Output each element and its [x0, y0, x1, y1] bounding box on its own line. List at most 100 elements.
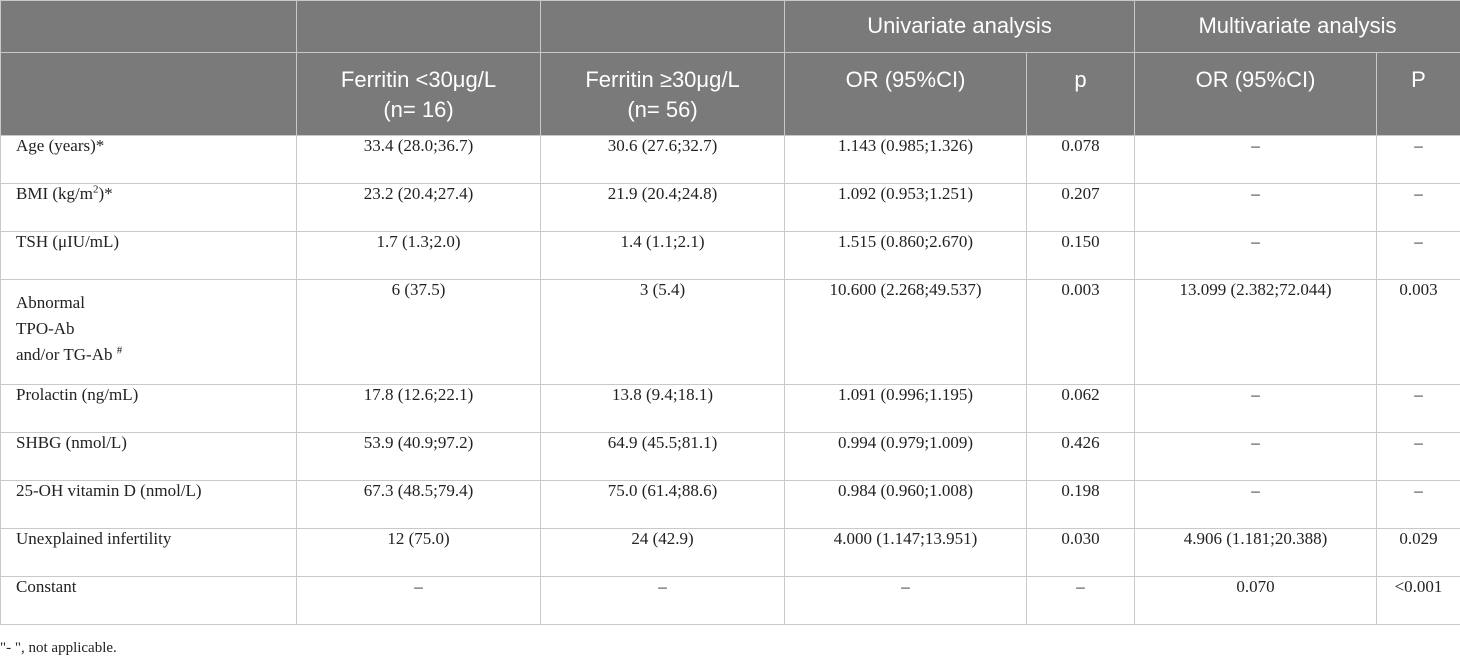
cell-multi-or: 0.070: [1134, 576, 1378, 625]
cell-ferritin-high: 13.8 (9.4;18.1): [540, 384, 785, 433]
row-label-text-end: )*: [98, 184, 113, 203]
cell-uni-or: 10.600 (2.268;49.537): [784, 279, 1027, 385]
cell-uni-or: 4.000 (1.147;13.951): [784, 528, 1027, 577]
row-label-text: BMI (kg/m: [16, 184, 93, 203]
cell-ferritin-high: 24 (42.9): [540, 528, 785, 577]
cell-ferritin-low: 17.8 (12.6;22.1): [296, 384, 541, 433]
cell-multi-or: –: [1134, 384, 1378, 433]
table-row: BMI (kg/m2)* 23.2 (20.4;27.4) 21.9 (20.4…: [0, 183, 1460, 232]
cell-multi-or: –: [1134, 183, 1378, 232]
row-label: BMI (kg/m2)*: [0, 183, 297, 232]
cell-uni-or: 0.994 (0.979;1.009): [784, 432, 1027, 481]
row-label: 25-OH vitamin D (nmol/L): [0, 480, 297, 529]
cell-ferritin-high: 21.9 (20.4;24.8): [540, 183, 785, 232]
table-row: Unexplained infertility 12 (75.0) 24 (42…: [0, 528, 1460, 577]
row-label: Abnormal TPO-Ab and/or TG-Ab #: [0, 279, 297, 385]
header-ferritin-high: Ferritin ≥30μg/L (n= 56): [540, 52, 785, 136]
header-empty-cell: [0, 0, 297, 53]
table-footnote: "- ", not applicable.: [0, 640, 117, 656]
table-row: Age (years)* 33.4 (28.0;36.7) 30.6 (27.6…: [0, 135, 1460, 184]
cell-uni-p: 0.198: [1025, 480, 1136, 529]
cell-uni-p: 0.150: [1025, 231, 1136, 280]
header-multi-or: OR (95%CI): [1134, 52, 1378, 136]
cell-ferritin-low: 23.2 (20.4;27.4): [296, 183, 541, 232]
cell-ferritin-low: 6 (37.5): [296, 279, 541, 385]
cell-ferritin-low: 53.9 (40.9;97.2): [296, 432, 541, 481]
cell-ferritin-high: 1.4 (1.1;2.1): [540, 231, 785, 280]
table-row: TSH (μIU/mL) 1.7 (1.3;2.0) 1.4 (1.1;2.1)…: [0, 231, 1460, 280]
row-label-line2: TPO-Ab: [16, 319, 75, 338]
cell-multi-p: <0.001: [1376, 576, 1460, 625]
cell-multi-or: –: [1134, 135, 1378, 184]
cell-multi-p: 0.029: [1376, 528, 1460, 577]
cell-multi-p: 0.003: [1376, 279, 1460, 385]
cell-multi-or: –: [1134, 231, 1378, 280]
header-univariate: Univariate analysis: [783, 0, 1136, 53]
table-row: Constant – – – – 0.070 <0.001: [0, 576, 1460, 625]
cell-ferritin-low: 67.3 (48.5;79.4): [296, 480, 541, 529]
cell-ferritin-high: 30.6 (27.6;32.7): [540, 135, 785, 184]
header-row-columns: Ferritin <30μg/L (n= 16) Ferritin ≥30μg/…: [0, 52, 1460, 136]
header-uni-or: OR (95%CI): [784, 52, 1027, 136]
header-ferritin-low-line1: Ferritin <30μg/L: [340, 67, 497, 92]
header-empty-cell: [540, 0, 785, 53]
cell-multi-p: –: [1376, 231, 1460, 280]
cell-multi-p: –: [1376, 480, 1460, 529]
table-row: SHBG (nmol/L) 53.9 (40.9;97.2) 64.9 (45.…: [0, 432, 1460, 481]
cell-multi-or: –: [1134, 480, 1378, 529]
cell-ferritin-high: –: [540, 576, 785, 625]
cell-ferritin-high: 64.9 (45.5;81.1): [540, 432, 785, 481]
cell-ferritin-low: 33.4 (28.0;36.7): [296, 135, 541, 184]
row-label: SHBG (nmol/L): [0, 432, 297, 481]
table-row: 25-OH vitamin D (nmol/L) 67.3 (48.5;79.4…: [0, 480, 1460, 529]
cell-uni-p: 0.207: [1025, 183, 1136, 232]
row-label: Unexplained infertility: [0, 528, 297, 577]
header-uni-p: p: [1025, 52, 1136, 136]
results-table: Univariate analysis Multivariate analysi…: [0, 0, 1460, 625]
header-row-groups: Univariate analysis Multivariate analysi…: [0, 0, 1460, 53]
cell-ferritin-low: 12 (75.0): [296, 528, 541, 577]
header-ferritin-high-line2: (n= 56): [627, 97, 698, 122]
table-row: Abnormal TPO-Ab and/or TG-Ab # 6 (37.5) …: [0, 279, 1460, 385]
cell-multi-p: –: [1376, 432, 1460, 481]
cell-uni-p: 0.426: [1025, 432, 1136, 481]
cell-uni-p: 0.062: [1025, 384, 1136, 433]
cell-uni-or: 1.091 (0.996;1.195): [784, 384, 1027, 433]
cell-multi-or: –: [1134, 432, 1378, 481]
cell-uni-p: 0.078: [1025, 135, 1136, 184]
cell-uni-or: 1.515 (0.860;2.670): [784, 231, 1027, 280]
header-ferritin-high-line1: Ferritin ≥30μg/L: [585, 67, 740, 92]
cell-multi-p: –: [1376, 384, 1460, 433]
cell-uni-or: –: [784, 576, 1027, 625]
row-label-superscript: 2: [92, 183, 99, 196]
header-empty-cell: [0, 52, 297, 136]
cell-multi-or: 4.906 (1.181;20.388): [1134, 528, 1378, 577]
row-label-line3: and/or TG-Ab: [16, 345, 113, 364]
cell-multi-p: –: [1376, 183, 1460, 232]
table-row: Prolactin (ng/mL) 17.8 (12.6;22.1) 13.8 …: [0, 384, 1460, 433]
row-label: TSH (μIU/mL): [0, 231, 297, 280]
cell-uni-or: 1.092 (0.953;1.251): [784, 183, 1027, 232]
header-ferritin-low-line2: (n= 16): [383, 97, 454, 122]
header-empty-cell: [296, 0, 541, 53]
cell-multi-p: –: [1376, 135, 1460, 184]
row-label: Age (years)*: [0, 135, 297, 184]
cell-ferritin-high: 3 (5.4): [540, 279, 785, 385]
row-label-line1: Abnormal: [16, 293, 85, 312]
header-multi-p: P: [1376, 52, 1460, 136]
header-multivariate: Multivariate analysis: [1134, 0, 1460, 53]
cell-uni-p: 0.003: [1025, 279, 1136, 385]
cell-multi-or: 13.099 (2.382;72.044): [1134, 279, 1378, 385]
cell-uni-or: 1.143 (0.985;1.326): [784, 135, 1027, 184]
cell-uni-p: –: [1025, 576, 1136, 625]
table-body: Age (years)* 33.4 (28.0;36.7) 30.6 (27.6…: [0, 135, 1460, 625]
cell-uni-or: 0.984 (0.960;1.008): [784, 480, 1027, 529]
table-header: Univariate analysis Multivariate analysi…: [0, 0, 1460, 136]
cell-uni-p: 0.030: [1025, 528, 1136, 577]
row-label: Prolactin (ng/mL): [0, 384, 297, 433]
cell-ferritin-low: 1.7 (1.3;2.0): [296, 231, 541, 280]
row-label-superscript: #: [116, 344, 123, 357]
row-label: Constant: [0, 576, 297, 625]
cell-ferritin-high: 75.0 (61.4;88.6): [540, 480, 785, 529]
header-ferritin-low: Ferritin <30μg/L (n= 16): [296, 52, 541, 136]
